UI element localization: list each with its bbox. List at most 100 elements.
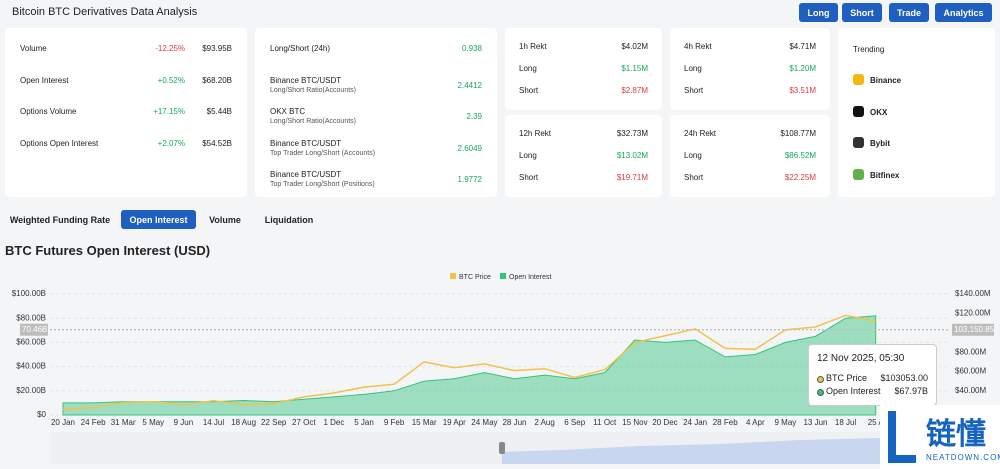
exchange-icon bbox=[853, 105, 864, 117]
market-change: -12.25% bbox=[155, 44, 185, 53]
rekt-label: Long bbox=[684, 151, 702, 160]
button[interactable]: Short bbox=[842, 3, 882, 22]
x-tick-label: 24 May bbox=[471, 418, 497, 427]
ratio-value: 2.39 bbox=[466, 112, 482, 121]
x-tick-label: 11 Oct bbox=[593, 418, 617, 427]
rekt-value: $32.73M bbox=[616, 129, 648, 138]
x-tick-label: 18 Aug bbox=[231, 418, 256, 427]
marker-box bbox=[20, 323, 48, 336]
ratio-value: 0.938 bbox=[461, 44, 482, 53]
ratio-label: Binance BTC/USDT bbox=[270, 170, 342, 179]
rekt-row: Short $2.87M bbox=[519, 86, 648, 95]
button[interactable]: Analytics bbox=[935, 3, 992, 22]
market-change: +2.07% bbox=[157, 138, 185, 148]
y2-tick-label: $60.00M bbox=[955, 367, 986, 376]
rekt-label: Short bbox=[519, 86, 539, 95]
tooltip-value: $103053.00 bbox=[880, 373, 928, 383]
y2-tick-label: $120.00M bbox=[955, 309, 991, 318]
rekt-value: $1.20M bbox=[789, 64, 816, 73]
exchange-icon bbox=[853, 168, 864, 180]
navigator-handle[interactable] bbox=[499, 442, 505, 454]
marker-box bbox=[952, 323, 994, 336]
rekt-card: 1h Rekt $4.02M Long $1.15M Short $2.87M bbox=[505, 28, 662, 110]
rekt-row: Short $19.71M bbox=[519, 173, 648, 182]
market-label: Options Open Interest bbox=[20, 138, 99, 148]
rekt-row: 12h Rekt $32.73M bbox=[519, 129, 648, 138]
rekt-value: $3.51M bbox=[789, 86, 816, 95]
y2-tick-label: $140.00M bbox=[955, 289, 991, 298]
rekt-value: $86.52M bbox=[784, 151, 816, 160]
market-change: +0.52% bbox=[157, 75, 185, 85]
tab[interactable]: Volume bbox=[209, 214, 241, 225]
rekt-row: 24h Rekt $108.77M bbox=[684, 129, 816, 138]
rekt-value: $22.25M bbox=[784, 173, 816, 182]
rekt-label: Long bbox=[684, 64, 702, 73]
rekt-label: 4h Rekt bbox=[684, 42, 712, 51]
ratio-label: OKX BTC bbox=[270, 107, 306, 116]
tooltip-value: $67.97B bbox=[894, 386, 928, 396]
rekt-card: 12h Rekt $32.73M Long $13.02M Short $19.71M bbox=[505, 115, 662, 197]
ratio-value: 2.4412 bbox=[457, 80, 482, 90]
ratio-label: Long/Short (24h) bbox=[270, 44, 331, 53]
rekt-row: Long $1.20M bbox=[684, 64, 816, 73]
x-tick-label: 13 Jun bbox=[803, 418, 827, 427]
ratio-sublabel: Long/Short Ratio(Accounts) bbox=[270, 86, 356, 94]
market-label: Options Volume bbox=[20, 107, 77, 116]
x-tick-label: 1 Dec bbox=[323, 418, 344, 427]
rekt-card: 24h Rekt $108.77M Long $86.52M Short $22.25M bbox=[670, 115, 830, 197]
rekt-value: $19.71M bbox=[616, 173, 648, 182]
rekt-card: 4h Rekt $4.71M Long $1.20M Short $3.51M bbox=[670, 28, 830, 110]
rekt-label: 1h Rekt bbox=[519, 42, 547, 51]
x-tick-label: 31 Mar bbox=[111, 418, 136, 427]
ratio-value: 1.9772 bbox=[457, 175, 482, 184]
exchange-name: Bybit bbox=[870, 139, 890, 148]
rekt-label: Short bbox=[519, 173, 539, 182]
exchange-name: Bitfinex bbox=[870, 170, 900, 180]
ratio-card: Long/Short (24h) 0.938 Binance BTC/USDT Lon… bbox=[255, 28, 497, 197]
rekt-value: $4.71M bbox=[789, 42, 816, 51]
ratio-sublabel: Long/Short Ratio(Accounts) bbox=[270, 118, 356, 125]
button[interactable]: Trade bbox=[889, 3, 929, 22]
y2-tick-label: $40.00M bbox=[955, 386, 986, 395]
x-tick-label: 19 Apr bbox=[443, 418, 466, 427]
rekt-label: 24h Rekt bbox=[684, 129, 717, 138]
tab[interactable]: Liquidation bbox=[264, 214, 314, 225]
market-value: $5.44B bbox=[206, 107, 232, 116]
x-tick-label: 5 Jan bbox=[354, 418, 374, 427]
y-tick-label: $80.00B bbox=[16, 313, 46, 322]
chart-title: BTC Futures Open Interest (USD) bbox=[5, 243, 211, 258]
y-tick-label: $20.00B bbox=[16, 386, 46, 395]
x-tick-label: 15 Mar bbox=[412, 418, 437, 427]
market-value: $68.20B bbox=[202, 75, 232, 85]
rekt-label: Short bbox=[684, 86, 704, 95]
rekt-row: 4h Rekt $4.71M bbox=[684, 42, 816, 51]
trending-card: Trending Binance OKX Bybit Bitfinex bbox=[838, 28, 995, 197]
tab[interactable]: Open Interest bbox=[121, 210, 196, 229]
exchange-icon bbox=[853, 74, 864, 85]
tooltip-dot bbox=[817, 389, 824, 396]
y-tick-label: $60.00B bbox=[16, 338, 46, 347]
ratio-sublabel: Top Trader Long/Short (Accounts) bbox=[270, 149, 376, 157]
page-title: Bitcoin BTC Derivatives Data Analysis bbox=[12, 6, 198, 18]
ratio-label: Binance BTC/USDT bbox=[270, 75, 342, 85]
y2-tick-label: $80.00M bbox=[955, 347, 986, 356]
y-tick-label: $40.00B bbox=[16, 362, 46, 371]
rekt-value: $2.87M bbox=[621, 86, 648, 95]
x-tick-label: 27 Oct bbox=[292, 418, 316, 427]
market-label: Volume bbox=[20, 44, 47, 53]
tab[interactable]: Weighted Funding Rate bbox=[9, 214, 111, 225]
exchange-name: OKX bbox=[870, 107, 888, 117]
x-tick-label: 9 Feb bbox=[384, 418, 405, 427]
rekt-row: Long $86.52M bbox=[684, 151, 816, 160]
rekt-row: Long $13.02M bbox=[519, 151, 648, 160]
y-tick-label: $0 bbox=[37, 410, 46, 419]
rekt-value: $4.02M bbox=[621, 42, 648, 51]
legend-label: BTC Price bbox=[459, 274, 491, 281]
x-tick-label: 5 May bbox=[142, 418, 164, 427]
button[interactable]: Long bbox=[799, 3, 838, 22]
rekt-row: Short $3.51M bbox=[684, 86, 816, 95]
x-tick-label: 14 Jul bbox=[203, 418, 225, 427]
x-tick-label: 9 Jun bbox=[174, 418, 194, 427]
x-tick-label: 6 Sep bbox=[564, 418, 585, 427]
